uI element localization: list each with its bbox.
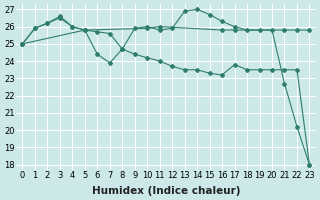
X-axis label: Humidex (Indice chaleur): Humidex (Indice chaleur) [92, 186, 240, 196]
